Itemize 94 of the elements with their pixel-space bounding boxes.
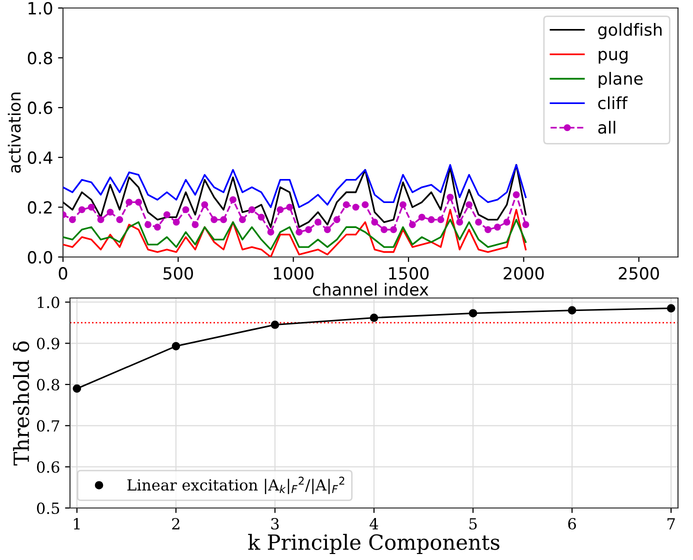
x-tick-label: 1500 [389, 267, 429, 280]
y-tick-label: 0.8 [28, 52, 52, 64]
line-series [63, 164, 527, 208]
point [371, 218, 378, 226]
point [88, 204, 95, 211]
point [468, 309, 478, 318]
point [314, 218, 322, 226]
point [466, 201, 473, 208]
point [296, 228, 303, 236]
y-tick-label: 1.0 [28, 2, 52, 15]
point [362, 201, 369, 208]
point [163, 211, 170, 218]
point [192, 221, 199, 228]
point [305, 226, 312, 234]
point [370, 314, 378, 322]
point [503, 218, 510, 226]
point [78, 206, 86, 214]
x-axis-title: channel index [312, 282, 428, 296]
y-tick-label: 0.4 [28, 151, 52, 164]
x-tick-label: 2000 [504, 267, 544, 280]
point [201, 201, 208, 208]
point [456, 218, 464, 226]
point [522, 221, 530, 228]
point [116, 216, 124, 224]
point [248, 206, 256, 214]
x-tick-label: 6 [568, 518, 576, 530]
line-series [63, 218, 527, 250]
point [68, 216, 76, 224]
point [512, 191, 520, 198]
point [380, 226, 388, 234]
point [97, 216, 104, 224]
y-tick-label: 0.0 [28, 250, 52, 264]
point [126, 198, 133, 206]
point [258, 214, 265, 221]
legend-label: plane [598, 72, 643, 88]
legend-label: cliff [598, 96, 628, 110]
point [230, 196, 236, 204]
point [286, 204, 294, 211]
x-tick-label: 2500 [618, 267, 659, 280]
point [172, 342, 180, 350]
point [494, 224, 501, 231]
point [210, 216, 218, 224]
point [276, 206, 284, 214]
point [568, 306, 576, 315]
x-tick-label: 500 [164, 267, 193, 280]
y-tick-label: 0.8 [36, 378, 60, 390]
legend-label: all [598, 120, 616, 134]
x-axis-title: k Principle Components [248, 534, 500, 554]
point [342, 201, 350, 208]
point [390, 226, 398, 234]
x-tick-label: 1000 [274, 267, 314, 280]
y-tick-label: 0.6 [28, 102, 52, 114]
point [484, 226, 492, 234]
x-tick-label: 3 [271, 518, 279, 530]
point [135, 198, 142, 206]
point [144, 221, 152, 228]
point [418, 214, 426, 221]
point [238, 216, 246, 224]
legend-label: goldfish [598, 23, 662, 40]
point [428, 216, 435, 224]
x-tick-label: 2 [172, 518, 180, 530]
x-tick-label: 1 [74, 518, 80, 530]
point [220, 216, 228, 224]
x-tick-label: 4 [370, 518, 378, 530]
y-tick-label: 0.7 [36, 420, 60, 432]
point [324, 226, 331, 234]
point [172, 218, 180, 226]
point [446, 194, 454, 201]
point [475, 218, 482, 226]
y-tick-label: 0.5 [36, 502, 60, 514]
y-tick-label: 0.6 [36, 461, 60, 473]
point [182, 206, 190, 214]
point [400, 201, 406, 208]
y-tick-label: 1.0 [38, 296, 60, 308]
x-tick-label: 5 [469, 518, 477, 530]
line-series [63, 208, 527, 257]
point [666, 304, 676, 312]
point [437, 216, 444, 224]
point [333, 216, 340, 224]
legend-label: Linear excitation |A$_{k}$|$_{F}$$^{2}$/|A|$_{F}$$^{2}$ [127, 476, 344, 494]
x-tick-label: 0 [58, 267, 68, 280]
point [72, 384, 82, 393]
point [154, 224, 161, 231]
point [267, 228, 274, 236]
y-tick-label: 0.9 [36, 338, 60, 350]
y-tick-label: 0.2 [28, 201, 52, 214]
y-axis-title: activation [8, 92, 21, 173]
point [408, 221, 416, 228]
x-tick-label: 7 [667, 518, 675, 530]
point [270, 320, 280, 329]
legend-label: pug [598, 50, 628, 64]
point [352, 204, 360, 211]
point [106, 208, 114, 216]
y-axis-title: Threshold δ [12, 341, 30, 466]
